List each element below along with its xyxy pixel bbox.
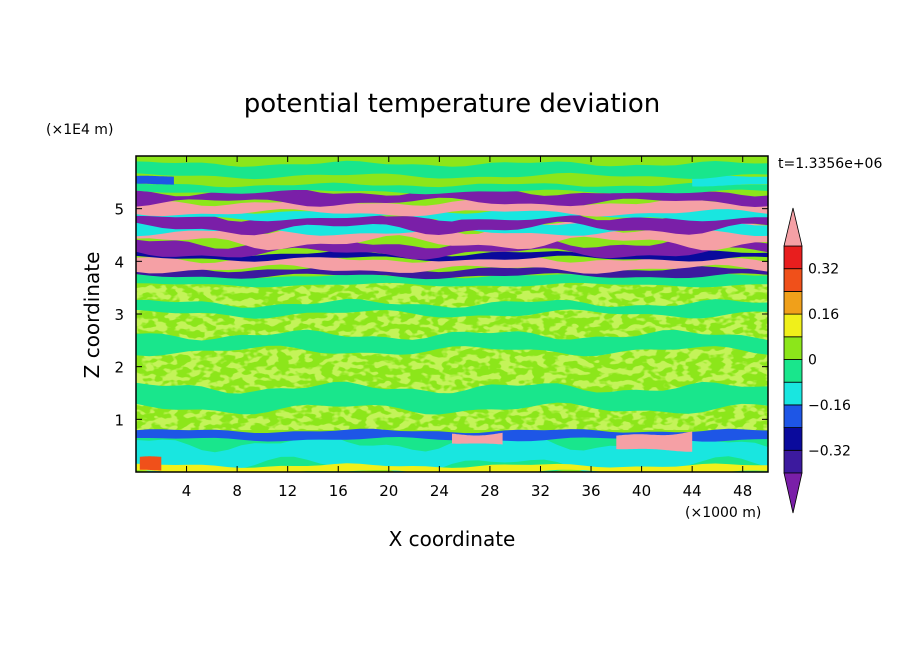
y-axis: 1 2 3 4 5: [114, 201, 768, 429]
chart-title: potential temperature deviation: [244, 89, 660, 119]
x-unit-label: (×1000 m): [685, 505, 761, 521]
x-tick-label: 36: [581, 482, 600, 500]
y-tick-label: 1: [114, 411, 124, 429]
x-tick-label: 24: [430, 482, 449, 500]
x-tick-label: 48: [733, 482, 752, 500]
colorbar-tick-label: 0.16: [808, 307, 839, 323]
x-tick-label: 28: [480, 482, 499, 500]
y-tick-label: 3: [114, 306, 124, 324]
colorbar-segment: [783, 359, 803, 383]
lower-band: [136, 463, 768, 472]
colorbar-segment: [783, 381, 803, 406]
y-unit-label: (×1E4 m): [46, 122, 113, 138]
x-tick-label: 20: [379, 482, 398, 500]
x-tick-label: 8: [232, 482, 242, 500]
x-tick-label: 16: [329, 482, 348, 500]
y-tick-label: 4: [114, 253, 124, 271]
upper-band: [136, 182, 768, 195]
upper-band: [136, 250, 768, 262]
upper-band: [136, 208, 768, 236]
x-tick-label: 44: [683, 482, 702, 500]
colorbar-segment: [783, 268, 803, 292]
upper-band: [136, 266, 768, 280]
colorbar-tick-label: −0.16: [808, 398, 851, 414]
upper-band: [136, 254, 768, 274]
lower-band: [616, 431, 693, 452]
colorbar-segment: [783, 427, 803, 451]
y-axis-label: Z coordinate: [80, 252, 104, 379]
colorbar: 0.32 0.16 0 −0.16 −0.32: [783, 207, 851, 514]
colorbar-tick-label: 0.32: [808, 262, 839, 278]
x-tick-label: 40: [632, 482, 651, 500]
colorbar-segment: [783, 404, 803, 428]
upper-band: [136, 219, 768, 251]
interior-band: [136, 381, 768, 415]
x-axis: 4 8 12 16 20 24 28 32 36 40 44 48: [182, 156, 752, 500]
colorbar-segment: [783, 449, 803, 474]
lower-band: [452, 432, 503, 445]
colorbar-tick-label: −0.32: [808, 443, 851, 459]
interior-band: [136, 298, 768, 319]
x-tick-label: 32: [531, 482, 550, 500]
upper-band: [136, 237, 768, 260]
y-tick-label: 5: [114, 201, 124, 219]
upper-band: [136, 175, 174, 185]
interior-band: [136, 329, 768, 357]
upper-band: [136, 187, 768, 207]
upper-band: [136, 273, 768, 288]
x-tick-label: 12: [278, 482, 297, 500]
colorbar-upper-triangle: [783, 207, 803, 247]
colorbar-tick-label: 0: [808, 353, 817, 369]
colorbar-lower-triangle: [783, 472, 803, 514]
y-tick-label: 2: [114, 359, 124, 377]
upper-band: [136, 160, 768, 180]
upper-band: [692, 175, 768, 187]
heatmap-field: [136, 156, 768, 472]
lower-band: [139, 456, 162, 471]
colorbar-segment: [783, 336, 803, 360]
colorbar-segment: [783, 313, 803, 338]
x-tick-label: 4: [182, 482, 192, 500]
colorbar-segment: [783, 290, 803, 315]
upper-band: [136, 207, 768, 222]
lower-band: [136, 433, 768, 472]
x-axis-label: X coordinate: [389, 527, 516, 551]
time-label: t=1.3356e+06: [778, 156, 882, 172]
colorbar-segment: [783, 245, 803, 270]
